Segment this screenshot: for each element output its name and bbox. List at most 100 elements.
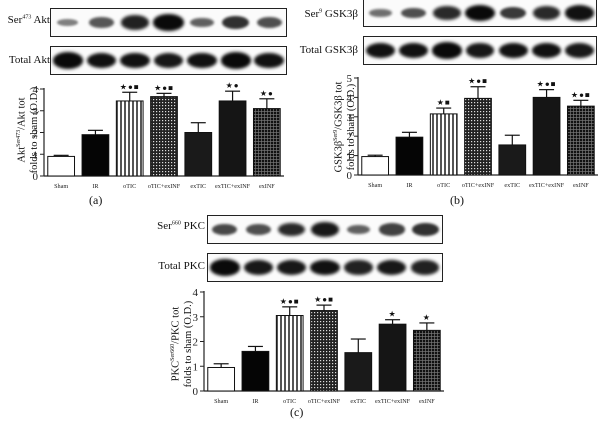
bar	[241, 350, 270, 392]
y-tick-label: 2	[347, 131, 353, 143]
y-tick-label: 4	[347, 92, 353, 104]
bar	[310, 310, 338, 392]
significance-marker: ★●■	[468, 77, 488, 86]
blot-band	[532, 6, 561, 20]
x-tick-label: oTIC+exINF	[148, 183, 181, 190]
western-blot-total	[50, 46, 287, 75]
blot-band	[243, 259, 273, 276]
blot-band	[401, 7, 426, 19]
x-tick-label: exTIC	[190, 183, 206, 190]
significance-marker: ★●	[260, 89, 274, 98]
bar	[429, 113, 458, 176]
bar	[344, 352, 373, 392]
blot-band	[209, 259, 240, 276]
y-tick-label: 3	[33, 106, 39, 118]
y-tick-label: 1	[193, 361, 199, 373]
panel-caption: (a)	[89, 193, 103, 207]
blot-band	[310, 221, 340, 238]
bar	[81, 134, 110, 177]
blot-band	[344, 260, 373, 275]
x-tick-label: IR	[252, 398, 259, 405]
blot-band	[346, 224, 371, 235]
x-tick-label: exTIC+exINF	[215, 183, 251, 190]
bar	[464, 97, 492, 176]
western-blot-phospho	[50, 8, 287, 37]
x-tick-label: Sham	[214, 398, 228, 405]
blot-band	[465, 5, 495, 21]
blot-band	[222, 15, 250, 30]
significance-marker: ★■	[437, 98, 451, 107]
blot-band	[220, 52, 251, 69]
bar	[566, 105, 595, 176]
blot-band	[277, 222, 306, 237]
western-blot-phospho	[363, 0, 597, 27]
bar	[532, 96, 561, 176]
panel-caption: (b)	[450, 193, 464, 207]
blot-label-total: Total GSK3β	[299, 44, 358, 56]
x-tick-label: exTIC+exINF	[375, 398, 411, 405]
blot-band	[411, 222, 439, 237]
panel-caption: (c)	[290, 405, 304, 419]
significance-marker: ★●■	[537, 80, 557, 89]
blot-band	[369, 8, 392, 18]
blot-band	[187, 52, 217, 69]
x-tick-label: oTIC+exINF	[308, 398, 341, 405]
western-blot-phospho	[207, 215, 443, 244]
bar	[412, 329, 441, 392]
blot-band	[245, 223, 271, 236]
x-tick-label: oTIC	[123, 183, 136, 190]
x-tick-label: exTIC	[504, 182, 520, 189]
blot-band	[153, 52, 183, 69]
bar	[150, 96, 178, 177]
blot-label-phospho: Ser473 Akt	[7, 14, 50, 26]
significance-marker: ★●■	[571, 90, 591, 99]
blot-band	[120, 15, 150, 30]
x-tick-label: IR	[406, 182, 413, 189]
x-tick-label: exINF	[419, 398, 435, 405]
significance-marker: ★●■	[154, 83, 174, 92]
x-tick-label: exTIC+exINF	[529, 182, 565, 189]
y-tick-label: 3	[347, 112, 353, 124]
blot-band	[120, 52, 150, 69]
blot-band	[256, 16, 282, 29]
y-tick-label: 0	[347, 170, 353, 182]
y-tick-label: 5	[347, 73, 353, 85]
bar	[207, 366, 236, 392]
blot-band	[499, 6, 527, 20]
bar	[498, 144, 527, 176]
y-tick-label: 1	[347, 151, 353, 163]
blot-band	[531, 42, 561, 59]
blot-band	[57, 18, 79, 27]
y-tick-label: 1	[33, 149, 39, 161]
x-tick-label: IR	[92, 183, 99, 190]
significance-marker: ★●■	[280, 297, 300, 306]
blot-band	[564, 5, 595, 21]
blot-label-total: Total Akt	[8, 54, 50, 66]
x-tick-label: Sham	[368, 182, 382, 189]
y-tick-label: 0	[193, 386, 199, 398]
blot-label-total: Total PKC	[158, 260, 205, 272]
blot-band	[498, 42, 528, 59]
y-tick-label: 2	[33, 128, 39, 140]
western-blot-total	[363, 36, 597, 65]
blot-band	[378, 223, 405, 236]
blot-band	[433, 6, 461, 20]
y-tick-label: 3	[193, 312, 199, 324]
western-blot-total	[207, 253, 443, 282]
bar	[252, 108, 281, 177]
blot-band	[254, 52, 285, 69]
blot-band	[86, 52, 117, 69]
bar	[275, 315, 304, 392]
x-tick-label: oTIC+exINF	[462, 182, 495, 189]
x-tick-label: exINF	[573, 182, 589, 189]
x-tick-label: oTIC	[283, 398, 296, 405]
blot-band	[52, 52, 83, 69]
blot-band	[365, 42, 396, 59]
blot-band	[212, 223, 238, 236]
bar	[47, 155, 76, 177]
bar	[378, 323, 407, 392]
panel-a: Ser473 Akt Total Akt AktSer473/Akt tot f…	[0, 0, 300, 210]
y-tick-label: 4	[193, 287, 199, 299]
blot-band	[399, 42, 429, 59]
blot-band	[465, 42, 495, 59]
